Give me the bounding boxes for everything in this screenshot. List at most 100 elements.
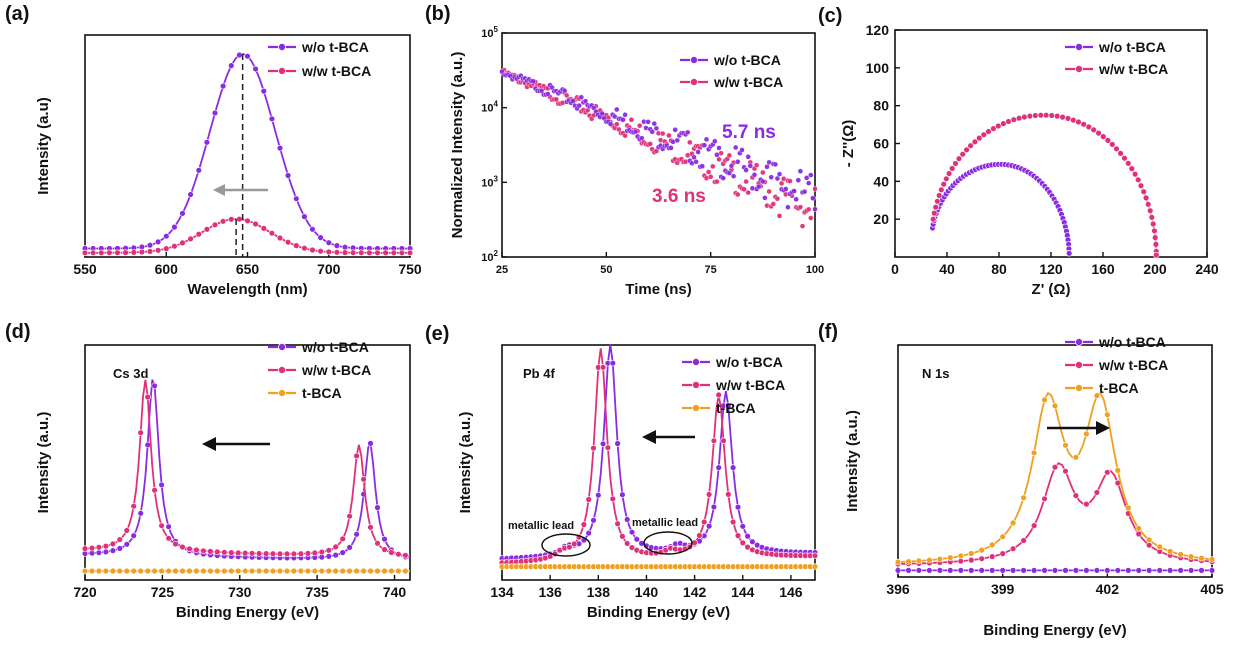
data-point <box>1064 115 1072 122</box>
data-point <box>774 175 781 182</box>
data-point <box>244 52 251 60</box>
data-point <box>381 535 388 543</box>
data-point <box>1145 536 1153 544</box>
data-point <box>952 160 959 167</box>
data-point <box>726 152 733 159</box>
data-point <box>301 245 308 252</box>
data-point <box>144 393 151 401</box>
x-tick-label: 405 <box>1200 581 1224 597</box>
data-point <box>1021 113 1028 121</box>
data-point <box>1015 114 1023 122</box>
data-point <box>242 567 249 575</box>
x-tick-label: 402 <box>1096 581 1120 597</box>
lifetime-label: 5.7 ns <box>722 122 776 143</box>
metallic-lead-ellipse <box>541 533 591 557</box>
data-point <box>1030 567 1038 574</box>
chart-c: (c) 0 40 80 120 160 200 240 Z' (Ω) - Z''(Ω) 20 40 60… <box>818 5 1219 298</box>
data-point <box>172 540 179 548</box>
data-point <box>1104 567 1111 574</box>
data-point <box>729 464 737 471</box>
data-point <box>905 567 912 574</box>
x-tick-label: 720 <box>73 584 97 600</box>
chart-b: (b) 25 50 75 100 102 103 104 105 Time (ns) Normali… <box>425 3 824 298</box>
data-point <box>812 206 818 212</box>
data-point <box>645 119 651 125</box>
data-point <box>89 249 97 257</box>
legend-marker <box>690 78 699 87</box>
y-tick-label: 100 <box>866 60 890 76</box>
data-point <box>1062 468 1069 475</box>
data-point <box>325 553 332 560</box>
data-point <box>1080 121 1087 128</box>
legend-entry: t-BCA <box>1099 380 1139 396</box>
data-point <box>219 218 227 225</box>
plot-frame <box>501 344 816 581</box>
data-point <box>221 567 228 575</box>
data-point <box>988 541 996 549</box>
data-point <box>346 544 353 551</box>
data-point <box>228 62 235 69</box>
x-tick-label: 40 <box>939 261 955 277</box>
data-point <box>976 134 983 142</box>
data-point <box>935 192 943 199</box>
data-point <box>1053 112 1061 120</box>
data-point <box>395 567 402 575</box>
data-point <box>158 481 165 489</box>
data-point <box>123 541 131 548</box>
data-point <box>1090 126 1097 134</box>
data-point <box>165 535 172 542</box>
series-line <box>897 391 1213 563</box>
legend-entry: w/o t-BCA <box>301 339 369 355</box>
shift-arrow-head <box>213 184 225 196</box>
data-point <box>165 523 172 530</box>
data-point <box>999 550 1006 557</box>
legend-marker <box>1075 65 1084 74</box>
data-point <box>95 567 103 575</box>
data-point <box>980 131 987 138</box>
x-axis-label: Binding Energy (eV) <box>983 622 1126 639</box>
data-point <box>1075 118 1082 126</box>
panel-label: (f) <box>818 321 838 343</box>
data-point <box>102 542 110 550</box>
x-tick-label: 730 <box>228 584 252 600</box>
data-point <box>290 567 298 575</box>
data-point <box>716 145 722 151</box>
data-point <box>1166 567 1174 574</box>
data-point <box>242 549 249 557</box>
data-point <box>1009 519 1017 527</box>
data-point <box>102 567 110 575</box>
data-point <box>735 159 741 165</box>
data-point <box>293 242 300 249</box>
data-point <box>252 65 259 73</box>
y-axis-label: Intensity (a.u.) <box>844 410 861 512</box>
series-line <box>931 163 1070 255</box>
data-point <box>1030 522 1038 529</box>
data-point <box>158 567 165 575</box>
data-point <box>1166 548 1174 555</box>
data-point <box>576 102 582 109</box>
data-point <box>1109 141 1116 148</box>
data-point <box>1065 250 1073 257</box>
data-point <box>963 146 970 154</box>
data-point <box>116 536 124 543</box>
data-point <box>109 540 117 548</box>
data-point <box>985 128 992 135</box>
data-point <box>808 215 814 221</box>
data-point <box>395 550 402 558</box>
y-tick-label: 40 <box>873 173 889 189</box>
data-point <box>1059 113 1066 121</box>
data-point <box>116 545 124 552</box>
data-point <box>1135 567 1142 574</box>
data-point <box>260 87 267 95</box>
data-point <box>599 440 607 447</box>
data-point <box>734 503 742 511</box>
data-point <box>932 204 939 211</box>
data-point <box>934 198 941 205</box>
data-point <box>151 382 158 390</box>
data-point <box>332 567 339 575</box>
data-point <box>735 191 741 198</box>
data-point <box>1041 567 1048 574</box>
data-point <box>978 567 985 574</box>
x-axis-label: Z' (Ω) <box>1032 281 1071 298</box>
data-point <box>402 552 409 559</box>
